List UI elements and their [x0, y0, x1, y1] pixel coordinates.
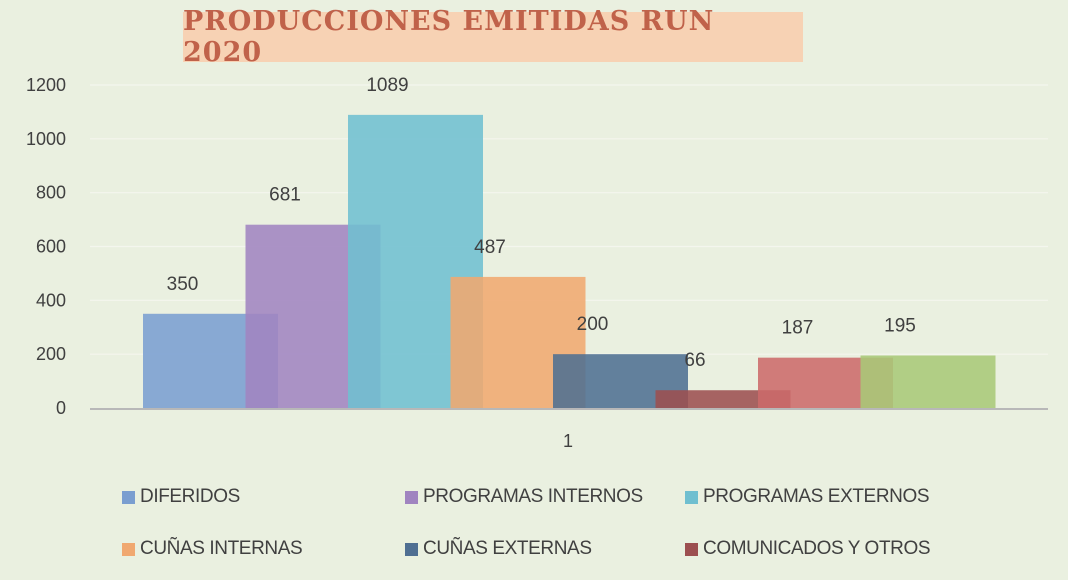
chart-title-box: PRODUCCIONES EMITIDAS RUN 2020	[183, 6, 803, 68]
legend-label: PROGRAMAS EXTERNOS	[703, 486, 930, 507]
legend-swatch	[685, 542, 698, 556]
legend-label: CUÑAS EXTERNAS	[423, 538, 592, 559]
y-tick-label: 1000	[26, 129, 66, 149]
legend-item: PROGRAMAS EXTERNOS	[685, 486, 930, 508]
bar	[655, 390, 791, 408]
legend-swatch	[122, 542, 135, 556]
y-tick-label: 1200	[26, 75, 66, 95]
bar-chart: 0 200 400 600 800 1000 1200 350 681 1089 487 200 66 1…	[26, 75, 1048, 451]
data-label: 487	[474, 237, 506, 258]
legend-swatch	[122, 490, 135, 504]
legend-swatch	[405, 542, 418, 556]
bar	[860, 355, 996, 408]
x-tick-label: 1	[563, 431, 573, 451]
y-tick-label: 600	[36, 237, 66, 257]
y-tick-label: 0	[56, 398, 66, 418]
y-tick-label: 400	[36, 290, 66, 310]
data-label: 200	[577, 314, 609, 335]
legend-swatch	[405, 490, 418, 504]
legend-item: DIFERIDOS	[122, 486, 240, 508]
data-label: 350	[167, 274, 199, 295]
data-label: 681	[269, 185, 301, 206]
legend-item: CUÑAS INTERNAS	[122, 538, 303, 560]
legend-label: COMUNICADOS Y OTROS	[703, 538, 931, 559]
chart-title: PRODUCCIONES EMITIDAS RUN 2020	[183, 6, 715, 68]
legend-item: COMUNICADOS Y OTROS	[685, 538, 931, 560]
legend-swatch	[685, 490, 698, 504]
y-tick-label: 800	[36, 183, 66, 203]
legend-item: PROGRAMAS INTERNOS	[405, 486, 643, 508]
data-label: 187	[782, 318, 814, 339]
legend-label: CUÑAS INTERNAS	[140, 538, 303, 559]
legend-label: PROGRAMAS INTERNOS	[423, 486, 643, 507]
legend-label: DIFERIDOS	[140, 486, 240, 507]
data-label: 66	[684, 350, 705, 371]
data-label: 195	[884, 316, 916, 337]
data-label: 1089	[366, 75, 408, 96]
y-tick-label: 200	[36, 344, 66, 364]
legend-item: CUÑAS EXTERNAS	[405, 538, 592, 560]
